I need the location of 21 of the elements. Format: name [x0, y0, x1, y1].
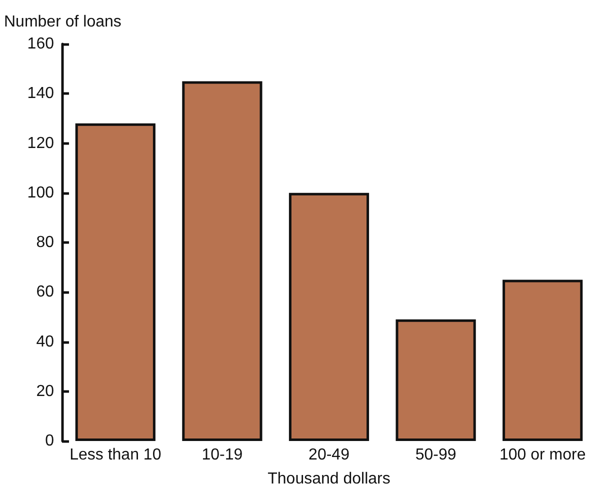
y-tick-label: 40 — [36, 333, 54, 350]
bar — [75, 123, 156, 441]
x-tick-label: 20-49 — [308, 446, 350, 464]
y-tick-label: 20 — [36, 382, 54, 400]
bar — [502, 280, 583, 441]
y-tick-label: 160 — [27, 36, 54, 52]
bar — [182, 81, 262, 441]
y-tick-label: 60 — [36, 284, 54, 301]
y-tick-label: 120 — [27, 134, 54, 152]
bar — [288, 192, 370, 441]
bar — [396, 319, 476, 441]
y-tick-label: 0 — [45, 432, 54, 450]
y-tick-label: 80 — [36, 234, 54, 251]
y-tick-label: 100 — [27, 184, 54, 202]
x-tick-label: Less than 10 — [70, 446, 162, 464]
x-tick-label: 10-19 — [202, 446, 243, 464]
x-axis-title: Thousand dollars — [268, 470, 390, 488]
y-tick-label: 140 — [27, 85, 54, 102]
x-tick-label: 50-99 — [415, 446, 456, 464]
x-tick-label: 100 or more — [499, 446, 586, 464]
y-axis-title: Number of loans — [4, 14, 122, 30]
